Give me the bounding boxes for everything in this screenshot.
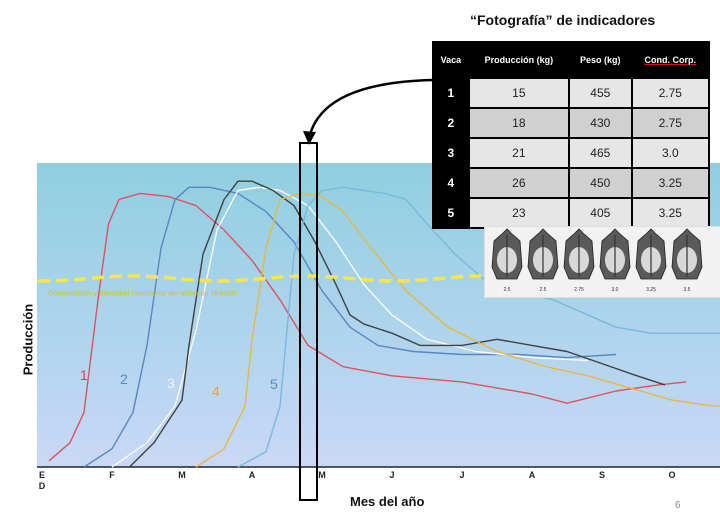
series-number-label: 5 (270, 376, 278, 392)
cell-produccion: 18 (467, 107, 570, 139)
cow-condition-photo: 2.5 (527, 228, 559, 293)
series-line-6 (237, 186, 720, 468)
cell-cond-corp: 3.0 (630, 137, 711, 169)
header-peso: Peso (kg) (567, 41, 633, 79)
x-tick-label: A (529, 470, 536, 480)
photo-condition-label: 2.5 (504, 287, 511, 293)
series-number-label: 3 (167, 375, 175, 391)
x-tick-label: S (599, 470, 605, 480)
threshold-label: Composición y densidad nutricional del a… (48, 289, 237, 298)
x-tick-label: J (389, 470, 394, 480)
table-row: 2 18 430 2.75 (432, 107, 711, 139)
series-number-label: 1 (80, 367, 88, 383)
cow-condition-photo: 2.75 (563, 228, 595, 293)
cell-produccion: 21 (467, 137, 570, 169)
cell-peso: 450 (567, 167, 633, 199)
cow-condition-photo: 2.5 (491, 228, 523, 293)
table-row: 1 15 455 2.75 (432, 77, 711, 109)
x-tick-label: O (668, 470, 675, 480)
x-tick-label: J (459, 470, 464, 480)
pointer-arrow-head (303, 131, 316, 145)
photo-condition-label: 3.0 (612, 287, 619, 293)
cell-vaca: 5 (432, 197, 470, 229)
cow-condition-photo: 3.25 (635, 228, 667, 293)
cell-peso: 430 (567, 107, 633, 139)
series-line-4 (129, 180, 666, 468)
cell-vaca: 3 (432, 137, 470, 169)
cell-cond-corp: 2.75 (630, 107, 711, 139)
nutrition-threshold-line (38, 274, 488, 283)
cell-vaca: 1 (432, 77, 470, 109)
cell-cond-corp: 3.25 (630, 197, 711, 229)
x-axis-label: Mes del año (350, 494, 425, 509)
cell-cond-corp: 2.75 (630, 77, 711, 109)
indicators-table: Vaca Producción (kg) Peso (kg) Cond. Cor… (432, 41, 711, 229)
photo-condition-label: 3.25 (646, 287, 656, 293)
pointer-arrow (307, 78, 433, 139)
cell-produccion: 15 (467, 77, 570, 109)
x-tick-label: E (39, 470, 45, 480)
table-row: 5 23 405 3.25 (432, 197, 711, 229)
cell-vaca: 4 (432, 167, 470, 199)
cell-cond-corp: 3.25 (630, 167, 711, 199)
cell-vaca: 2 (432, 107, 470, 139)
cell-peso: 465 (567, 137, 633, 169)
x-tick-label: F (109, 470, 115, 480)
cell-produccion: 23 (467, 197, 570, 229)
photo-condition-label: 3.5 (684, 287, 691, 293)
table-row: 4 26 450 3.25 (432, 167, 711, 199)
x-tick-label-extra: D (39, 481, 46, 491)
y-axis-label: Producción (20, 303, 36, 376)
series-number-label: 2 (120, 371, 128, 387)
cow-condition-photo: 3.0 (599, 228, 631, 293)
series-line-1 (48, 192, 687, 462)
cow-condition-photo: 3.5 (671, 228, 703, 293)
series-number-label: 4 (212, 383, 220, 399)
header-produccion: Producción (kg) (467, 41, 570, 79)
x-tick-label: M (318, 470, 326, 480)
page-number: 6 (675, 500, 681, 511)
header-vaca: Vaca (432, 41, 470, 79)
series-line-2 (83, 186, 617, 468)
cell-peso: 405 (567, 197, 633, 229)
body-condition-photo-strip: 2.5 2.5 2.75 3.0 3.25 3.5 (484, 226, 720, 298)
table-row: 3 21 465 3.0 (432, 137, 711, 169)
cell-produccion: 26 (467, 167, 570, 199)
header-cond-corp: Cond. Corp. (630, 41, 711, 79)
photo-condition-label: 2.5 (540, 287, 547, 293)
x-tick-label: A (249, 470, 256, 480)
series-line-5 (195, 192, 720, 468)
x-tick-label: M (178, 470, 186, 480)
photo-condition-label: 2.75 (574, 287, 584, 293)
cell-peso: 455 (567, 77, 633, 109)
inset-table-title: “Fotografía” de indicadores (470, 12, 656, 28)
